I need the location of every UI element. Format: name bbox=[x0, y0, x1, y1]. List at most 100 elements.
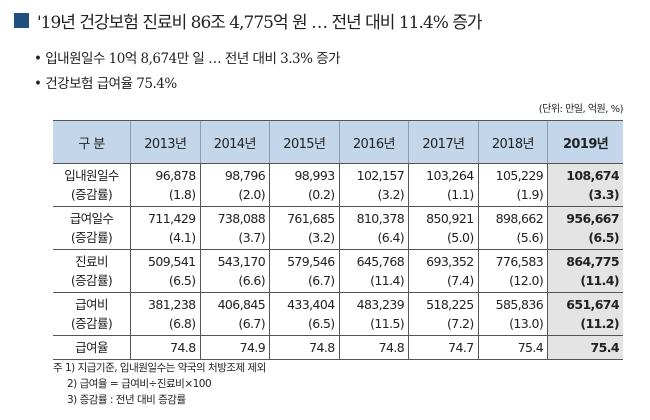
row-sub-label: (증감률) bbox=[70, 316, 113, 331]
cell-rate: (7.2) bbox=[446, 316, 474, 331]
cell-value: 98,993 bbox=[294, 168, 335, 183]
cell-rate: (6.7) bbox=[238, 316, 266, 331]
table-cell: 518,225 (7.2) bbox=[408, 292, 479, 336]
table-cell: 74.8 bbox=[130, 335, 201, 360]
table-cell: 102,157 (3.2) bbox=[338, 163, 409, 207]
table-cell: 850,921 (5.0) bbox=[408, 206, 479, 250]
cell-value: 711,429 bbox=[148, 211, 196, 226]
table-cell: 98,796 (2.0) bbox=[199, 163, 270, 207]
row-label: 급여율 bbox=[53, 335, 131, 360]
cell-rate: (7.4) bbox=[446, 273, 474, 288]
table-cell: 543,170 (6.6) bbox=[199, 249, 270, 293]
table-cell: 693,352 (7.4) bbox=[408, 249, 479, 293]
table-row: 급여일수 (증감률) 711,429 (4.1) 738,088 (3.7) 761,685… bbox=[53, 206, 623, 250]
cell-rate: (1.1) bbox=[446, 187, 474, 202]
row-label: 입내원일수 (증감률) bbox=[53, 163, 131, 207]
cell-value: 108,674 bbox=[566, 168, 619, 183]
cell-rate: (13.0) bbox=[509, 316, 544, 331]
cell-rate: (5.6) bbox=[516, 230, 544, 245]
table-row: 진료비 (증감률) 509,541 (6.5) 543,170 (6.6) 579,546 (… bbox=[53, 249, 623, 293]
cell-rate: (1.9) bbox=[516, 187, 544, 202]
cell-value: 102,157 bbox=[356, 168, 405, 183]
cell-rate: (6.5) bbox=[307, 316, 335, 331]
table-cell: 433,404 (6.5) bbox=[269, 292, 340, 336]
cell-value: 105,229 bbox=[495, 168, 544, 183]
footnotes: 주 1) 지급기준, 입내원일수는 약국의 처방조제 제외 2) 급여율 = 급… bbox=[53, 360, 266, 408]
cell-value: 98,796 bbox=[224, 168, 266, 183]
table-cell: 585,836 (13.0) bbox=[477, 292, 548, 336]
cell-rate: (6.7) bbox=[307, 273, 335, 288]
row-label-text: 급여비 bbox=[75, 297, 108, 312]
cell-rate: (11.2) bbox=[580, 316, 619, 331]
cell-rate: (3.2) bbox=[377, 187, 405, 202]
cell-rate: (1.8) bbox=[168, 187, 196, 202]
cell-rate: (0.2) bbox=[307, 187, 335, 202]
cell-rate: (6.5) bbox=[168, 273, 196, 288]
square-bullet-icon bbox=[14, 13, 29, 28]
table-row: 급여율 74.8 74.9 74.8 74.8 74.7 75.4 75.4 bbox=[53, 335, 623, 360]
cell-rate: (3.2) bbox=[307, 230, 335, 245]
cell-rate: (3.3) bbox=[588, 187, 619, 202]
cell-value: 103,264 bbox=[426, 168, 474, 183]
cell-rate: (4.1) bbox=[168, 230, 196, 245]
bullet-item: • 입내원일수 10억 8,674만 일 … 전년 대비 3.3% 증가 bbox=[34, 51, 341, 67]
column-header: 2015년 bbox=[269, 120, 340, 164]
cell-value: 898,662 bbox=[495, 211, 544, 226]
table-cell: 105,229 (1.9) bbox=[477, 163, 548, 207]
footnote: 2) 급여율 = 급여비÷진료비×100 bbox=[67, 378, 212, 390]
row-label: 진료비 (증감률) bbox=[53, 249, 131, 293]
column-header: 2016년 bbox=[338, 120, 409, 164]
cell-value: 96,878 bbox=[155, 168, 196, 183]
table-cell: 406,845 (6.7) bbox=[199, 292, 270, 336]
cell-value: 810,378 bbox=[356, 211, 405, 226]
column-header: 2018년 bbox=[477, 120, 548, 164]
table-cell: 96,878 (1.8) bbox=[130, 163, 201, 207]
table-cell: 579,546 (6.7) bbox=[269, 249, 340, 293]
cell-value: 693,352 bbox=[426, 254, 474, 269]
table-cell: 711,429 (4.1) bbox=[130, 206, 201, 250]
cell-value: 585,836 bbox=[495, 297, 544, 312]
section-title: '19년 건강보험 진료비 86조 4,775억 원 … 전년 대비 11.4%… bbox=[14, 8, 483, 33]
header-row: 구 분 2013년 2014년 2015년 2016년 2017년 2018년 2019년 bbox=[53, 120, 623, 164]
footnote: 주 1) 지급기준, 입내원일수는 약국의 처방조제 제외 bbox=[53, 362, 266, 374]
bullet-text: 건강보험 급여율 75.4% bbox=[45, 76, 177, 92]
table-cell: 103,264 (1.1) bbox=[408, 163, 479, 207]
cell-value: 509,541 bbox=[148, 254, 196, 269]
table-cell: 898,662 (5.6) bbox=[477, 206, 548, 250]
cell-value: 651,674 bbox=[566, 297, 619, 312]
cell-rate: (11.4) bbox=[580, 273, 619, 288]
table-cell: 74.9 bbox=[199, 335, 270, 360]
table-row: 급여비 (증감률) 381,238 (6.8) 406,845 (6.7) 433,404 (… bbox=[53, 292, 623, 336]
table-cell: 956,667 (6.5) bbox=[547, 206, 623, 250]
cell-value: 543,170 bbox=[217, 254, 266, 269]
table-cell: 509,541 (6.5) bbox=[130, 249, 201, 293]
table-cell: 483,239 (11.5) bbox=[338, 292, 409, 336]
cell-rate: (6.6) bbox=[238, 273, 266, 288]
table-cell: 98,993 (0.2) bbox=[269, 163, 340, 207]
cell-value: 518,225 bbox=[426, 297, 474, 312]
cell-value: 776,583 bbox=[495, 254, 544, 269]
cell-rate: (11.4) bbox=[370, 273, 405, 288]
row-label-text: 진료비 bbox=[75, 254, 108, 269]
table-row: 입내원일수 (증감률) 96,878 (1.8) 98,796 (2.0) 98,993 (0… bbox=[53, 163, 623, 207]
cell-rate: (3.7) bbox=[238, 230, 266, 245]
cell-value: 406,845 bbox=[217, 297, 266, 312]
cell-rate: (2.0) bbox=[238, 187, 266, 202]
cell-value: 579,546 bbox=[287, 254, 335, 269]
table-cell: 74.8 bbox=[269, 335, 340, 360]
cell-rate: (12.0) bbox=[509, 273, 544, 288]
row-label-text: 급여일수 bbox=[69, 211, 114, 226]
table-cell: 864,775 (11.4) bbox=[547, 249, 623, 293]
row-sub-label: (증감률) bbox=[70, 230, 113, 245]
cell-value: 864,775 bbox=[566, 254, 619, 269]
column-header: 2013년 bbox=[130, 120, 201, 164]
table-cell: 74.8 bbox=[338, 335, 409, 360]
unit-label: (단위: 만일, 억원, %) bbox=[538, 104, 624, 115]
cell-value: 738,088 bbox=[217, 211, 266, 226]
cell-rate: (5.0) bbox=[446, 230, 474, 245]
bullet-text: 입내원일수 10억 8,674만 일 … 전년 대비 3.3% 증가 bbox=[45, 51, 341, 67]
bullet-list: • 입내원일수 10억 8,674만 일 … 전년 대비 3.3% 증가 • 건… bbox=[34, 47, 341, 97]
data-table: 구 분 2013년 2014년 2015년 2016년 2017년 2018년 2019년 입… bbox=[53, 120, 623, 360]
cell-value: 956,667 bbox=[566, 211, 619, 226]
bullet-item: • 건강보험 급여율 75.4% bbox=[34, 76, 177, 92]
